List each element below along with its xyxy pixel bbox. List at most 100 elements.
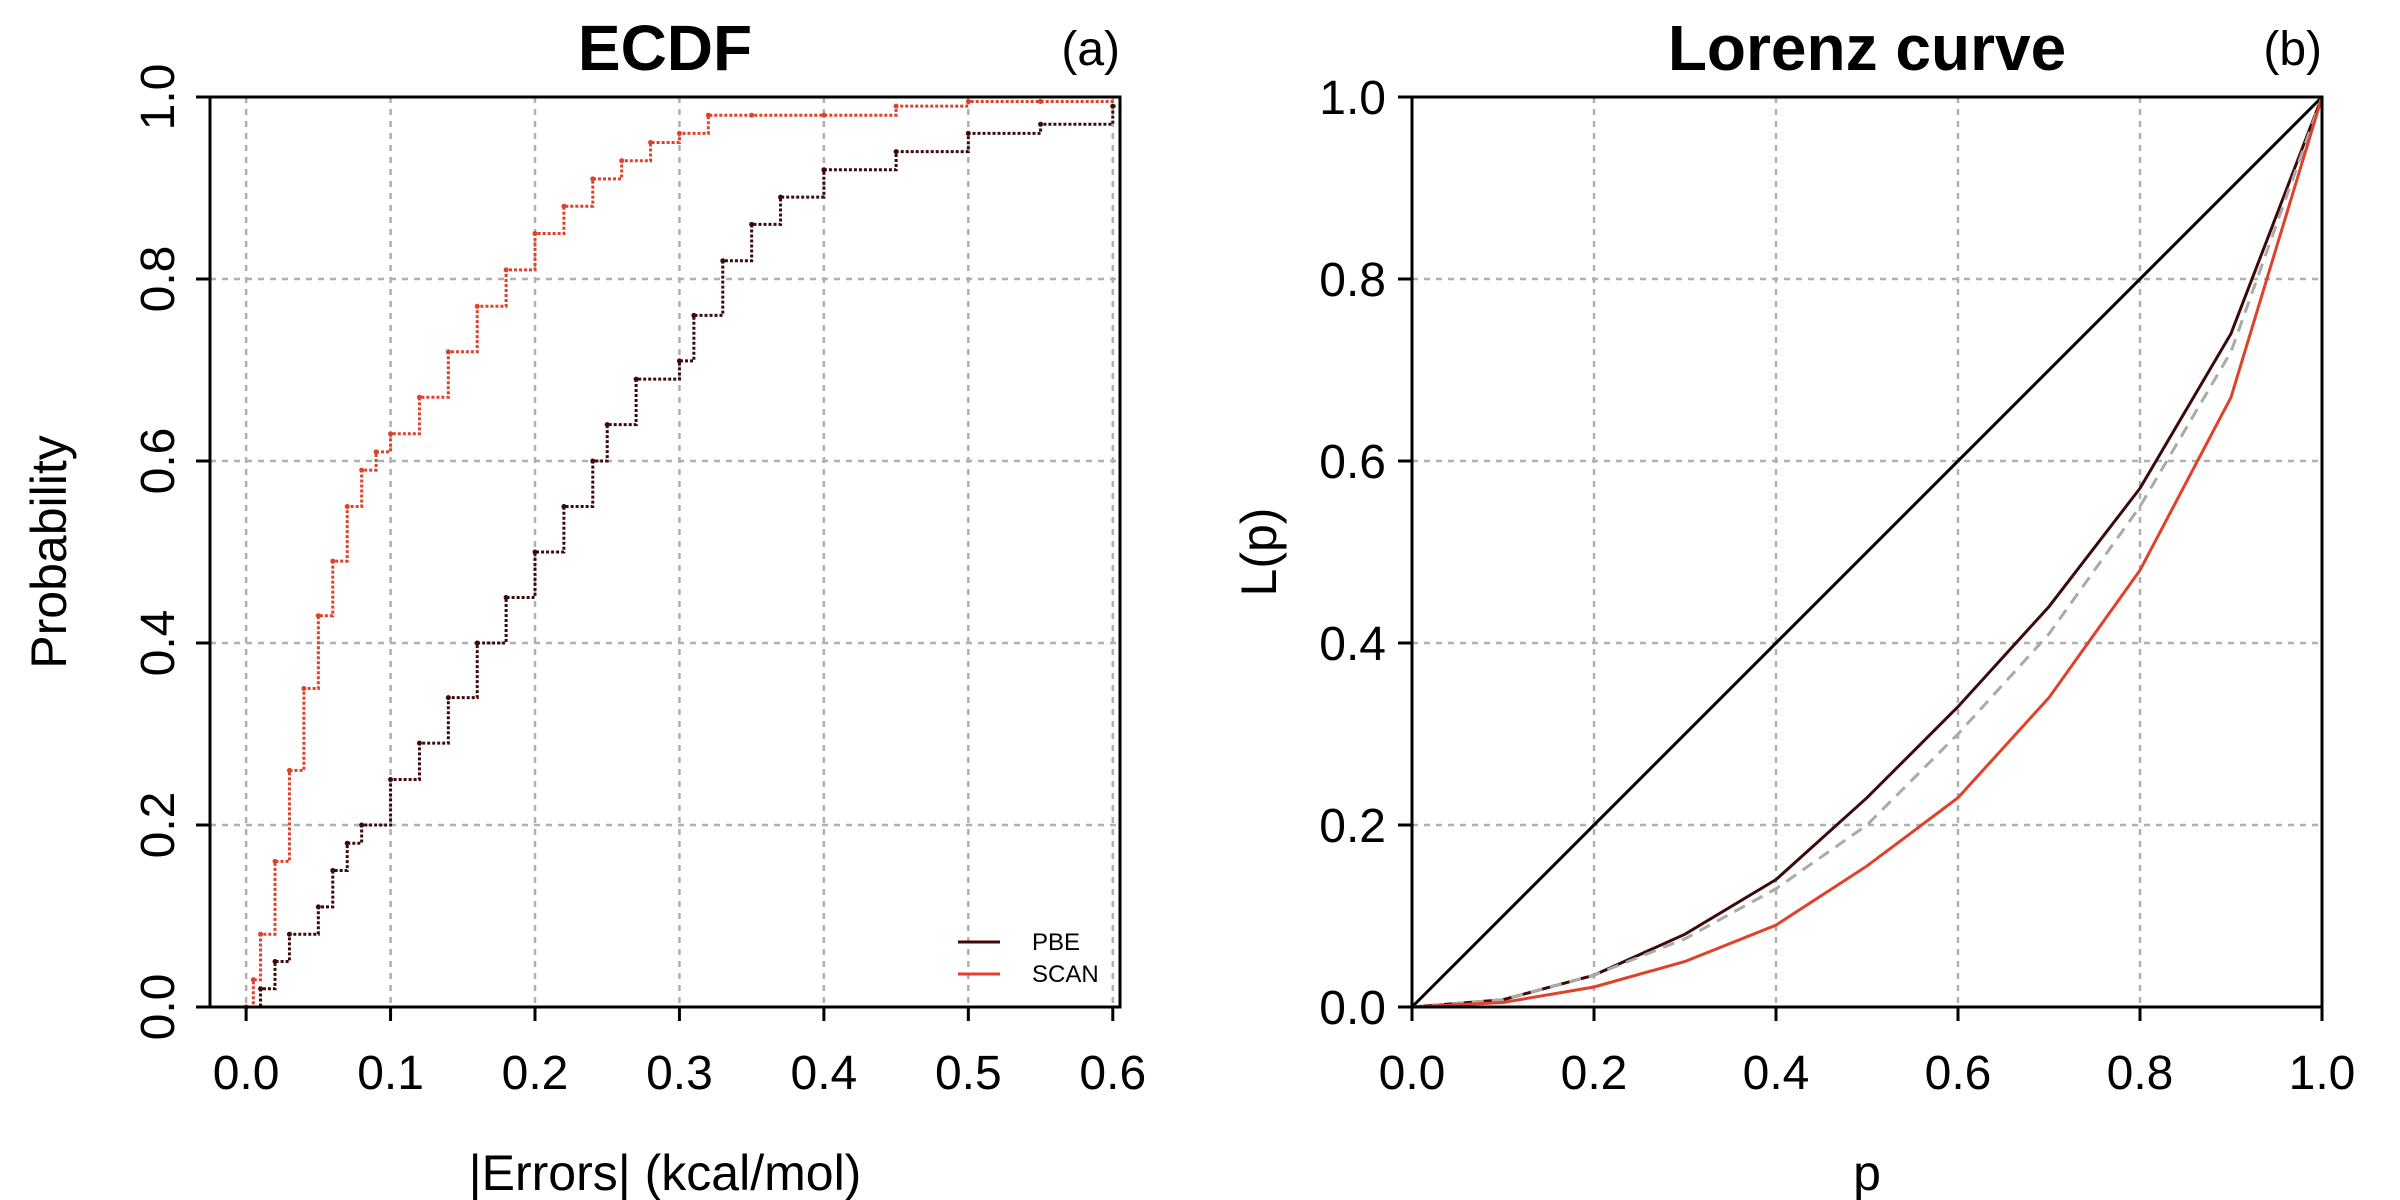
lorenz-series xyxy=(1410,95,2324,1009)
ecdf-scan-point xyxy=(359,467,365,473)
ecdf-scan-point xyxy=(561,203,567,209)
ecdf-scan-point xyxy=(590,176,596,182)
ecdf-scan-point xyxy=(619,158,625,164)
ecdf-panel-label: (a) xyxy=(1061,23,1120,76)
ecdf-series xyxy=(243,99,1116,1010)
ecdf-scan-point xyxy=(416,394,422,400)
ecdf-y-tick-label: 0.8 xyxy=(132,246,185,313)
ecdf-scan-point xyxy=(503,267,509,273)
ecdf-ticks: 0.0 0.1 0.2 0.3 0.4 0.5 0.6 0.0 0.2 0.4 0.6 0.8 1.0 xyxy=(132,64,1146,1100)
ecdf-x-tick-label: 0.5 xyxy=(935,1047,1002,1100)
ecdf-scan-point xyxy=(749,112,755,118)
lorenz-title: Lorenz curve xyxy=(1668,12,2066,84)
ecdf-pbe-point xyxy=(691,312,697,318)
ecdf-plot-frame xyxy=(208,95,1122,1009)
ecdf-pbe-point xyxy=(676,358,682,364)
ecdf-x-tick-label: 0.6 xyxy=(1079,1047,1146,1100)
ecdf-y-tick-label: 0.0 xyxy=(132,974,185,1041)
lorenz-y-axis-label: L(p) xyxy=(1231,508,1287,597)
ecdf-pbe-point xyxy=(590,458,596,464)
ecdf-scan-point xyxy=(315,613,321,619)
ecdf-scan-point xyxy=(272,858,278,864)
ecdf-scan-point xyxy=(532,231,538,236)
ecdf-scan-point xyxy=(676,130,682,136)
ecdf-scan-point xyxy=(286,767,292,773)
ecdf-scan-point xyxy=(705,112,711,118)
ecdf-pbe-point xyxy=(1038,121,1044,127)
ecdf-scan-point xyxy=(893,103,899,109)
ecdf-pbe-point xyxy=(445,695,451,701)
ecdf-scan-point xyxy=(648,140,654,145)
ecdf-scan-point xyxy=(965,99,971,105)
ecdf-pbe-point xyxy=(344,840,350,846)
ecdf-x-tick-label: 0.0 xyxy=(213,1047,280,1100)
lorenz-y-tick-label: 0.6 xyxy=(1319,436,1386,489)
ecdf-pbe-point xyxy=(778,194,784,200)
ecdf-y-axis-label: Probability xyxy=(21,435,77,668)
ecdf-pbe-point xyxy=(1110,103,1116,109)
ecdf-series-pbe-line xyxy=(246,104,1116,1009)
lorenz-panel: 0.0 0.2 0.4 0.6 0.8 1.0 0.0 0.2 0.4 0.6 0.8 1.0 Lor… xyxy=(1231,12,2355,1200)
lorenz-series-equality-line xyxy=(1410,95,2324,1009)
ecdf-pbe-point xyxy=(604,422,610,428)
ecdf-y-tick-label: 0.2 xyxy=(132,792,185,859)
lorenz-y-tick-label: 0.0 xyxy=(1319,982,1386,1035)
lorenz-x-tick-label: 1.0 xyxy=(2289,1047,2356,1100)
ecdf-y-tick-label: 0.4 xyxy=(132,610,185,677)
ecdf-pbe-point xyxy=(359,822,365,828)
ecdf-scan-point xyxy=(1038,99,1044,105)
lorenz-x-tick-label: 0.0 xyxy=(1379,1047,1446,1100)
ecdf-scan-point xyxy=(330,558,336,564)
lorenz-x-tick-label: 0.4 xyxy=(1743,1047,1810,1100)
ecdf-pbe-point xyxy=(532,549,538,555)
ecdf-x-tick-label: 0.4 xyxy=(791,1047,858,1100)
ecdf-scan-point xyxy=(388,431,394,437)
ecdf-scan-point xyxy=(474,303,480,309)
ecdf-pbe-point xyxy=(272,959,278,964)
ecdf-pbe-point xyxy=(749,221,755,227)
ecdf-x-tick-label: 0.2 xyxy=(502,1047,569,1100)
ecdf-scan-point xyxy=(258,931,264,937)
ecdf-panel: 0.0 0.1 0.2 0.3 0.4 0.5 0.60.00.20.40.60.81.0 … xyxy=(21,12,1146,1200)
ecdf-scan-point xyxy=(373,449,379,455)
lorenz-y-tick-label: 1.0 xyxy=(1319,72,1386,125)
ecdf-pbe-point xyxy=(474,640,480,646)
ecdf-scan-point xyxy=(445,349,451,355)
legend-scan-label: SCAN xyxy=(1032,961,1099,988)
ecdf-series-scan-line xyxy=(246,100,1116,1009)
ecdf-y-tick-label: 0.6 xyxy=(132,428,185,495)
lorenz-series-pbe-line xyxy=(1411,96,2324,1009)
ecdf-title: ECDF xyxy=(578,12,752,84)
ecdf-legend: PBE SCAN xyxy=(958,929,1099,988)
lorenz-x-axis-label: p xyxy=(1853,1145,1881,1200)
ecdf-pbe-point xyxy=(821,167,827,173)
lorenz-y-tick-label: 0.8 xyxy=(1319,254,1386,307)
ecdf-scan-point xyxy=(344,504,350,509)
ecdf-pbe-point xyxy=(330,868,336,873)
lorenz-x-tick-label: 0.6 xyxy=(1925,1047,1992,1100)
ecdf-pbe-point xyxy=(633,376,639,382)
ecdf-pbe-point xyxy=(720,258,726,264)
lorenz-ticks: 0.0 0.2 0.4 0.6 0.8 1.0 0.0 0.2 0.4 0.6 0.8 1.0 xyxy=(1319,72,2355,1100)
ecdf-pbe-point xyxy=(965,130,971,136)
ecdf-pbe-point xyxy=(416,740,422,746)
lorenz-y-tick-label: 0.4 xyxy=(1319,618,1386,671)
legend-pbe-label: PBE xyxy=(1032,929,1080,956)
lorenz-x-tick-label: 0.8 xyxy=(2107,1047,2174,1100)
ecdf-scan-point xyxy=(250,977,256,983)
ecdf-pbe-point xyxy=(315,904,321,910)
lorenz-plot-frame xyxy=(1410,95,2324,1009)
ecdf-scan-point xyxy=(821,112,827,118)
ecdf-x-tick-label: 0.1 xyxy=(357,1047,424,1100)
ecdf-y-tick-label: 1.0 xyxy=(132,64,185,131)
ecdf-pbe-point xyxy=(893,149,899,155)
ecdf-pbe-point xyxy=(286,931,292,937)
ecdf-pbe-point xyxy=(503,595,509,600)
ecdf-pbe-point xyxy=(388,777,394,782)
lorenz-panel-label: (b) xyxy=(2263,23,2322,76)
ecdf-x-axis-label: |Errors| (kcal/mol) xyxy=(469,1145,862,1200)
ecdf-pbe-point xyxy=(258,986,264,992)
ecdf-x-tick-label: 0.3 xyxy=(646,1047,713,1100)
lorenz-x-tick-label: 0.2 xyxy=(1561,1047,1628,1100)
